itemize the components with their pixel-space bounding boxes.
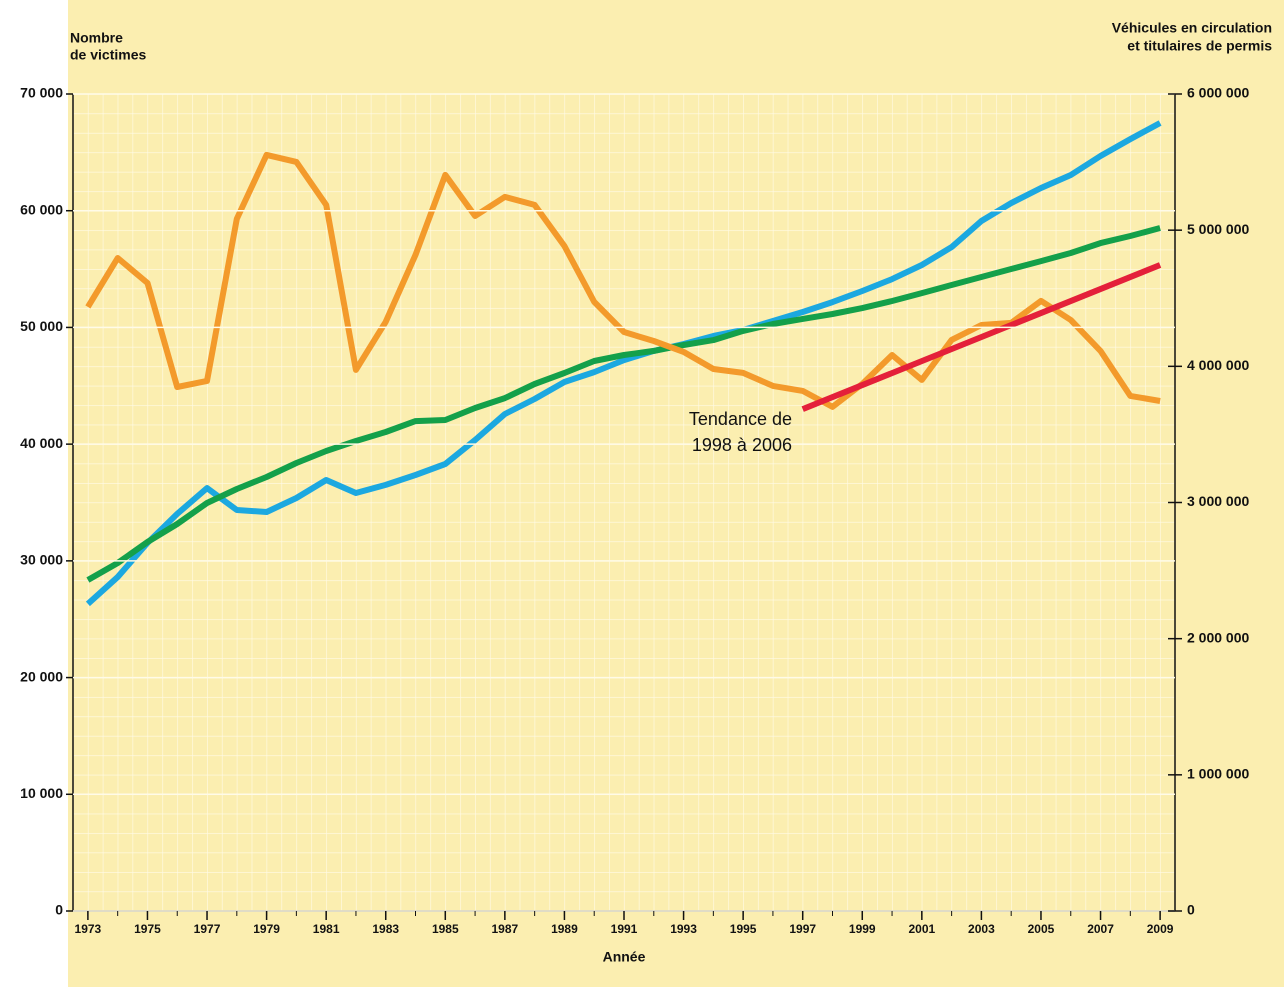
series-line	[85, 151, 1161, 410]
x-tick-label: 1991	[611, 922, 638, 936]
x-tick-label: 1995	[730, 922, 757, 936]
x-tick-label: 2003	[968, 922, 995, 936]
y-tick-label: 0	[55, 902, 63, 918]
x-axis-title: Année	[603, 949, 646, 965]
annotation: 1998 à 2006	[692, 435, 792, 455]
x-tick-label: 1981	[313, 922, 340, 936]
y-tick-label: 30 000	[20, 552, 63, 568]
series-line	[86, 225, 1161, 583]
x-tick-label: 1985	[432, 922, 459, 936]
x-tick-label: 2007	[1087, 922, 1114, 936]
y2-tick-label: 0	[1187, 902, 1195, 918]
x-tick-label: 2009	[1147, 922, 1174, 936]
y-tick-label: 60 000	[20, 201, 63, 217]
y2-tick-label: 2 000 000	[1187, 629, 1249, 645]
y2-tick-label: 5 000 000	[1187, 221, 1249, 237]
y-tick-label: 40 000	[20, 435, 63, 451]
y-tick-label: 70 000	[20, 85, 63, 101]
minor-grid	[73, 94, 1175, 911]
y-tick-label: 20 000	[20, 668, 63, 684]
x-tick-label: 1993	[670, 922, 697, 936]
x-tick-label: 1977	[194, 922, 221, 936]
x-tick-label: 1989	[551, 922, 578, 936]
y-tick-label: 50 000	[20, 318, 63, 334]
x-tick-label: 1979	[253, 922, 280, 936]
y2-tick-label: 3 000 000	[1187, 493, 1249, 509]
x-tick-label: 2001	[908, 922, 935, 936]
y-tick-label: 10 000	[20, 785, 63, 801]
series-line	[85, 120, 1162, 607]
y2-axis-title: Véhicules en circulation	[1112, 20, 1272, 36]
annotation: Tendance de	[689, 409, 792, 429]
y-axis-title: de victimes	[70, 47, 146, 63]
x-tick-label: 2005	[1028, 922, 1055, 936]
y2-tick-label: 4 000 000	[1187, 357, 1249, 373]
x-tick-label: 1973	[75, 922, 102, 936]
y2-axis-title: et titulaires de permis	[1127, 38, 1272, 54]
x-tick-label: 1975	[134, 922, 161, 936]
x-tick-label: 1997	[789, 922, 816, 936]
y2-tick-label: 6 000 000	[1187, 85, 1249, 101]
x-tick-label: 1987	[492, 922, 519, 936]
x-tick-label: 1999	[849, 922, 876, 936]
y-axis-title: Nombre	[70, 30, 123, 46]
y2-tick-label: 1 000 000	[1187, 766, 1249, 782]
series-line	[801, 262, 1162, 412]
x-tick-label: 1983	[372, 922, 399, 936]
